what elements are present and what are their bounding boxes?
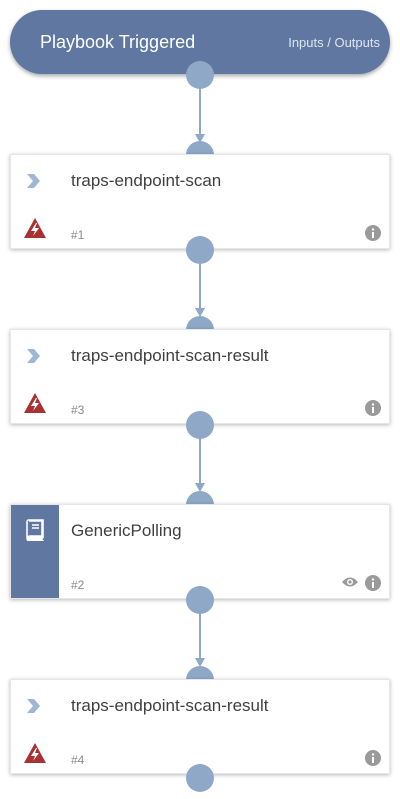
task-name: traps-endpoint-scan bbox=[71, 171, 222, 190]
task-card[interactable]: traps-endpoint-scan #1 bbox=[10, 154, 390, 249]
book-icon bbox=[26, 519, 44, 541]
task-name: GenericPolling bbox=[71, 521, 182, 540]
chevron-right-icon bbox=[27, 174, 40, 188]
alert-icon bbox=[24, 393, 46, 413]
alert-icon bbox=[24, 743, 46, 763]
task-number: #1 bbox=[71, 228, 85, 242]
chevron-right-icon bbox=[27, 699, 40, 713]
task-number: #3 bbox=[71, 403, 85, 417]
arrow-down-icon bbox=[195, 658, 205, 667]
task-card[interactable]: traps-endpoint-scan-result #3 bbox=[10, 329, 390, 424]
task-number: #2 bbox=[71, 578, 85, 592]
output-port[interactable] bbox=[186, 411, 214, 439]
output-port[interactable] bbox=[186, 236, 214, 264]
task-name: traps-endpoint-scan-result bbox=[71, 346, 269, 365]
output-port[interactable] bbox=[186, 586, 214, 614]
info-icon[interactable] bbox=[365, 225, 381, 241]
task-card[interactable]: traps-endpoint-scan-result #4 bbox=[10, 679, 390, 774]
eye-icon[interactable] bbox=[341, 575, 359, 589]
task-number: #4 bbox=[71, 753, 85, 767]
info-icon[interactable] bbox=[365, 575, 381, 591]
alert-icon bbox=[24, 218, 46, 238]
output-port[interactable] bbox=[186, 764, 214, 792]
inputs-outputs-link[interactable]: Inputs / Outputs bbox=[288, 35, 380, 50]
info-icon[interactable] bbox=[365, 400, 381, 416]
task-name: traps-endpoint-scan-result bbox=[71, 696, 269, 715]
output-port[interactable] bbox=[186, 61, 214, 89]
trigger-title: Playbook Triggered bbox=[40, 32, 196, 52]
sub-playbook-card[interactable]: GenericPolling #2 bbox=[10, 504, 390, 599]
arrow-down-icon bbox=[195, 308, 205, 317]
info-icon[interactable] bbox=[365, 750, 381, 766]
arrow-down-icon bbox=[195, 483, 205, 492]
playbook-sidebar bbox=[11, 505, 59, 598]
arrow-down-icon bbox=[195, 134, 205, 143]
chevron-right-icon bbox=[27, 349, 40, 363]
